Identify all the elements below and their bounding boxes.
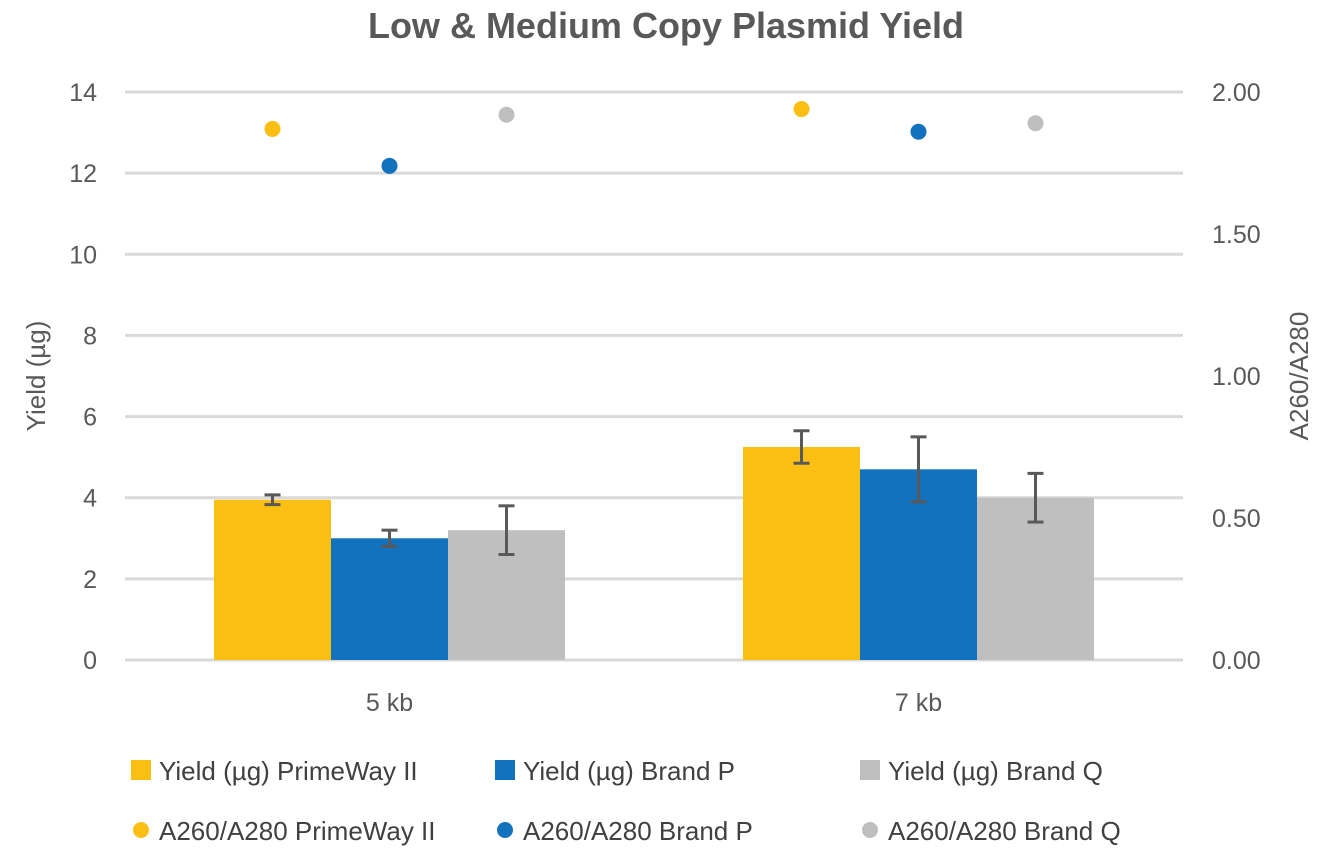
y-axis-ticks: 0 2 4 6 8 10 12 14: [69, 79, 97, 675]
x-tick-label: 7 kb: [895, 689, 942, 717]
legend-marker: [862, 822, 878, 838]
y2-tick-label: 0.50: [1212, 505, 1261, 533]
ratio-points: [264, 101, 1044, 174]
legend-label: Yield (µg) Brand P: [523, 756, 735, 786]
ratio-point: [910, 123, 927, 140]
y2-tick-label: 0.00: [1212, 647, 1261, 675]
legend-label: Yield (µg) PrimeWay II: [159, 756, 418, 786]
x-tick-label: 5 kb: [366, 689, 413, 717]
y2-tick-label: 1.00: [1212, 363, 1261, 391]
legend-marker: [497, 822, 513, 838]
y-axis-label: Yield (µg): [21, 321, 51, 432]
legend: Yield (µg) PrimeWay II Yield (µg) Brand P…: [131, 756, 1121, 846]
legend-swatch: [495, 760, 515, 780]
x-axis-ticks: 5 kb 7 kb: [366, 689, 942, 717]
legend-swatch: [860, 760, 880, 780]
y-tick-label: 2: [83, 566, 97, 594]
bar: [331, 538, 448, 660]
ratio-point: [1027, 115, 1044, 132]
y2-tick-label: 2.00: [1212, 79, 1261, 107]
legend-label: A260/A280 Brand P: [523, 816, 753, 846]
y-tick-label: 14: [69, 79, 97, 107]
ratio-point: [793, 101, 810, 118]
bar: [214, 499, 331, 660]
bar: [977, 497, 1094, 660]
legend-label: Yield (µg) Brand Q: [888, 756, 1103, 786]
legend-marker: [133, 822, 149, 838]
legend-label: A260/A280 Brand Q: [888, 816, 1121, 846]
legend-swatch: [131, 760, 151, 780]
ratio-point: [381, 157, 398, 174]
y2-axis-label: A260/A280: [1284, 312, 1314, 441]
ratio-point: [498, 106, 515, 123]
chart-title: Low & Medium Copy Plasmid Yield: [368, 5, 964, 46]
y-tick-label: 4: [83, 485, 97, 513]
error-bars: [264, 429, 1044, 557]
y-tick-label: 12: [69, 160, 97, 188]
y-tick-label: 6: [83, 404, 97, 432]
y2-tick-label: 1.50: [1212, 221, 1261, 249]
legend-label: A260/A280 PrimeWay II: [159, 816, 436, 846]
y-tick-label: 10: [69, 241, 97, 269]
y2-axis-ticks: 0.00 0.50 1.00 1.50 2.00: [1212, 79, 1261, 675]
y-tick-label: 0: [83, 647, 97, 675]
y-tick-label: 8: [83, 322, 97, 350]
ratio-point: [264, 120, 281, 137]
bar: [743, 447, 860, 660]
bars: [214, 447, 1094, 660]
